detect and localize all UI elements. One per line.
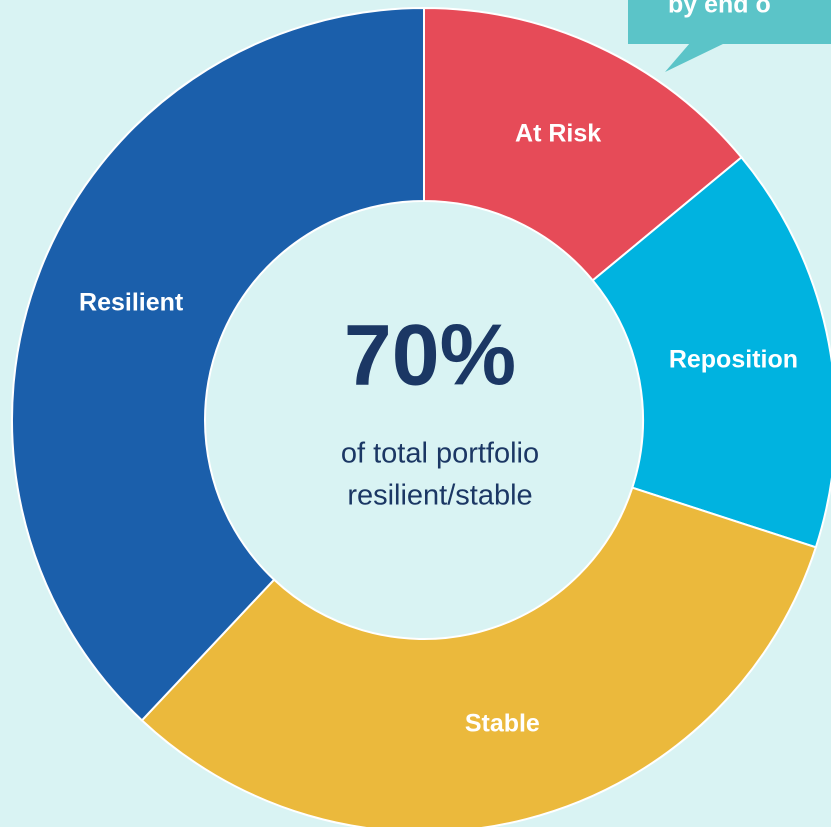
donut-segment [11,6,425,722]
donut-segment [591,155,831,549]
segment-label: Reposition [669,346,798,374]
donut [11,6,831,827]
center-text: resilient/stable [347,480,532,512]
callout-text: by end o [668,0,771,19]
callout-tail [665,43,725,72]
callout-box [628,0,831,44]
donut-segment [423,6,743,282]
donut-segment [140,486,818,827]
center-value: 70% [344,308,516,404]
center-text: of total portfolio [341,438,539,470]
segment-label: Stable [465,710,540,738]
segment-label: Resilient [79,289,184,317]
callout: by end o [628,0,831,72]
segment-label: At Risk [515,120,601,148]
